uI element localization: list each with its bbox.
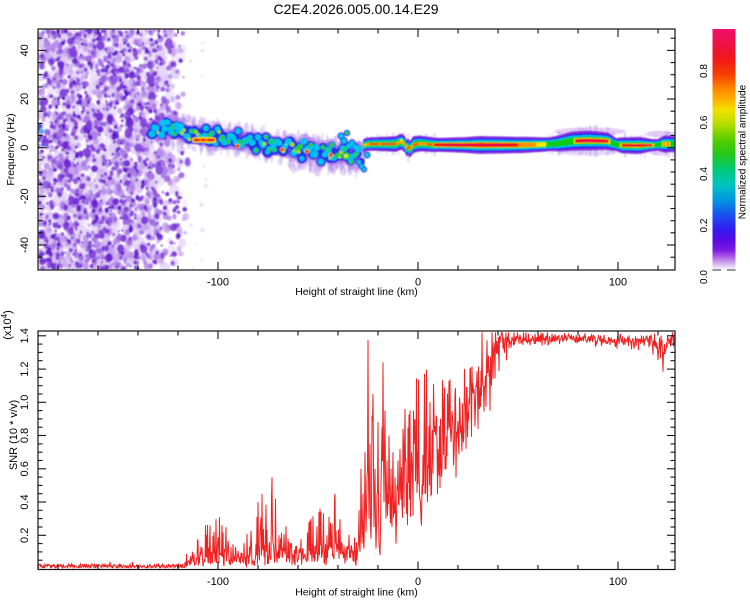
svg-text:-40: -40 [19,237,31,253]
svg-text:100: 100 [609,576,627,588]
svg-text:Height of straight line (km): Height of straight line (km) [295,587,418,599]
svg-text:100: 100 [609,277,627,289]
svg-text:40: 40 [19,44,31,56]
svg-text:0.6: 0.6 [699,115,710,129]
svg-text:0: 0 [19,145,31,151]
svg-text:C2E4.2026.005.00.14.E29: C2E4.2026.005.00.14.E29 [273,1,438,17]
svg-text:-100: -100 [207,576,229,588]
svg-text:0.2: 0.2 [699,218,710,232]
svg-text:0: 0 [415,277,421,289]
svg-text:(x104): (x104) [0,310,14,340]
svg-text:-20: -20 [19,188,31,204]
svg-text:0.0: 0.0 [699,270,710,284]
svg-text:SNR (10 * v/v): SNR (10 * v/v) [8,400,20,470]
svg-text:1.0: 1.0 [19,395,31,410]
svg-text:0.4: 0.4 [699,167,710,181]
svg-text:Normalized spectral amplitude: Normalized spectral amplitude [738,84,749,219]
svg-text:0.8: 0.8 [699,64,710,78]
svg-text:0.8: 0.8 [19,428,31,443]
svg-text:20: 20 [19,93,31,105]
svg-text:Frequency (Hz): Frequency (Hz) [5,113,17,185]
svg-text:0.6: 0.6 [19,461,31,476]
svg-text:0.2: 0.2 [19,528,31,543]
svg-text:-100: -100 [207,277,229,289]
svg-text:0.4: 0.4 [19,494,31,509]
svg-text:1.2: 1.2 [19,361,31,376]
svg-text:Height of straight line (km): Height of straight line (km) [295,286,418,298]
svg-text:1.4: 1.4 [19,328,31,343]
svg-text:0: 0 [415,576,421,588]
